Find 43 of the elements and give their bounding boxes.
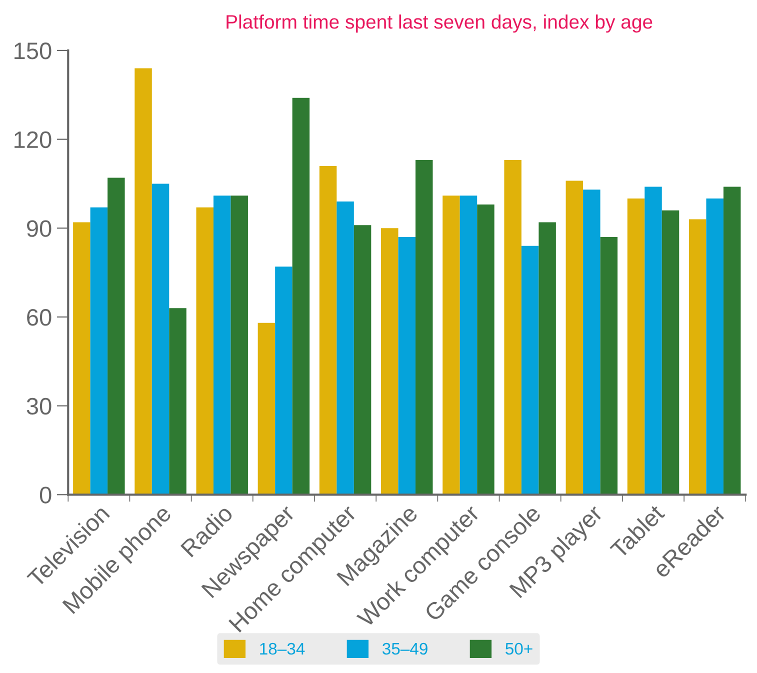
legend-label: 50+ xyxy=(506,642,532,655)
bar xyxy=(230,196,248,495)
bar xyxy=(213,196,231,495)
y-tick-label: 90 xyxy=(27,220,52,237)
bar xyxy=(169,308,186,495)
y-tick-label: 120 xyxy=(14,131,52,148)
bar xyxy=(644,186,662,495)
bar xyxy=(416,160,433,495)
bar xyxy=(566,180,584,495)
y-tick-label: 0 xyxy=(40,486,52,504)
bar xyxy=(504,160,522,495)
bar xyxy=(319,166,337,495)
bar xyxy=(275,266,292,495)
bar xyxy=(108,178,125,495)
bar xyxy=(134,68,152,495)
bar xyxy=(460,196,478,495)
bar xyxy=(73,222,90,495)
legend-label: 18–34 xyxy=(260,642,305,655)
bar xyxy=(538,222,556,495)
bar xyxy=(521,246,539,495)
bar xyxy=(152,184,170,495)
bar xyxy=(354,225,372,495)
bar xyxy=(723,186,741,495)
bar xyxy=(662,210,680,495)
bar xyxy=(336,201,354,495)
bar xyxy=(196,207,214,495)
bar xyxy=(258,322,276,495)
bar xyxy=(627,198,645,495)
bar xyxy=(381,228,398,495)
y-tick-label: 30 xyxy=(26,398,52,415)
chart-title: Platform time spent last seven days, index by age xyxy=(226,14,652,33)
bar xyxy=(398,237,416,495)
bar xyxy=(583,190,600,495)
bar xyxy=(442,196,460,495)
bar xyxy=(706,198,724,495)
bar xyxy=(688,219,706,495)
bar xyxy=(90,207,108,495)
y-tick-label: 150 xyxy=(14,42,52,60)
bar xyxy=(292,98,310,495)
bar xyxy=(477,204,494,495)
legend-label: 35–49 xyxy=(382,642,428,655)
y-tick-label: 60 xyxy=(27,309,52,326)
bar xyxy=(600,237,618,495)
